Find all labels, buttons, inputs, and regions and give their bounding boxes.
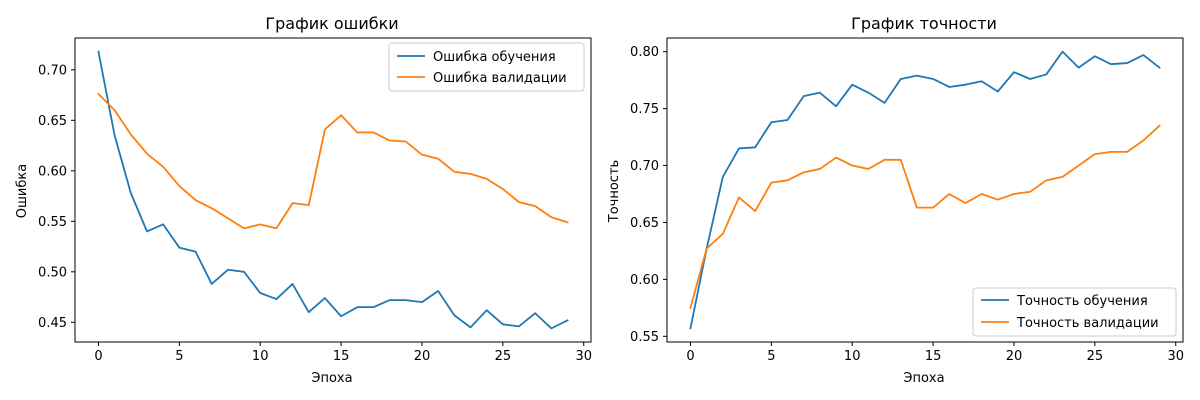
loss-y-tick-label: 0.65 [38,114,67,129]
loss-x-axis-label: Эпоха [311,371,352,386]
accuracy-legend: Точность обучения Точность валидации [972,287,1177,337]
accuracy-x-tick-label: 0 [686,349,694,364]
accuracy-y-tick-label: 0.55 [630,330,659,345]
loss-y-axis-label: Ошибка [15,164,30,218]
loss-y-tick-label: 0.55 [38,215,67,230]
accuracy-legend-label-val: Точность валидации [1016,316,1159,331]
accuracy-legend-label-train: Точность обучения [1016,294,1148,309]
loss-x-tick-label: 0 [94,349,102,364]
accuracy-x-tick-label: 5 [767,349,775,364]
accuracy-x-axis-label: Эпоха [903,371,944,386]
loss-plot-area: 0 5 10 15 20 25 30 0.45 0.50 0.55 0.60 0.65 0.70 [38,37,592,364]
loss-legend-label-train: Ошибка обучения [433,50,556,65]
loss-y-tick-label: 0.45 [38,316,67,331]
loss-axes-frame [74,37,592,343]
loss-x-tick-label: 10 [252,349,269,364]
accuracy-y-tick-label: 0.75 [630,102,659,117]
loss-legend-label-val: Ошибка валидации [433,71,567,86]
loss-y-tick-label: 0.60 [38,164,67,179]
accuracy-chart: График точности 0 5 10 15 20 25 30 0.55 0.60 0.65… [607,14,1184,386]
loss-y-tick-label: 0.50 [38,265,67,280]
loss-x-tick-label: 5 [175,349,183,364]
accuracy-x-tick-label: 10 [844,349,861,364]
accuracy-y-tick-label: 0.80 [630,45,659,60]
loss-y-tick-label: 0.70 [38,63,67,78]
loss-series-line-train [97,50,569,330]
accuracy-legend-frame [972,287,1177,337]
accuracy-y-axis-label: Точность [607,160,622,223]
loss-x-tick-label: 30 [575,349,592,364]
loss-chart: График ошибки 0 5 10 15 20 25 30 0.45 0.50 0.55 0.… [15,14,592,386]
accuracy-y-tick-label: 0.70 [630,159,659,174]
accuracy-y-tick-label: 0.65 [630,216,659,231]
accuracy-series-line-train [689,50,1161,330]
accuracy-series-line-val [689,124,1161,309]
accuracy-y-tick-label: 0.60 [630,273,659,288]
accuracy-x-tick-label: 20 [1006,349,1023,364]
accuracy-plot-area: 0 5 10 15 20 25 30 0.55 0.60 0.65 0.70 0.75 0.80 [630,37,1184,364]
loss-chart-title: График ошибки [265,14,398,33]
loss-legend: Ошибка обучения Ошибка валидации [388,42,585,92]
loss-x-tick-label: 20 [414,349,431,364]
accuracy-x-tick-label: 30 [1167,349,1184,364]
loss-x-tick-label: 25 [495,349,512,364]
loss-series-line-val [97,92,569,230]
accuracy-x-tick-label: 15 [925,349,942,364]
accuracy-chart-title: График точности [851,14,997,33]
accuracy-x-tick-label: 25 [1087,349,1104,364]
loss-x-tick-label: 15 [333,349,350,364]
accuracy-axes-frame [666,37,1184,343]
loss-legend-frame [388,42,585,92]
